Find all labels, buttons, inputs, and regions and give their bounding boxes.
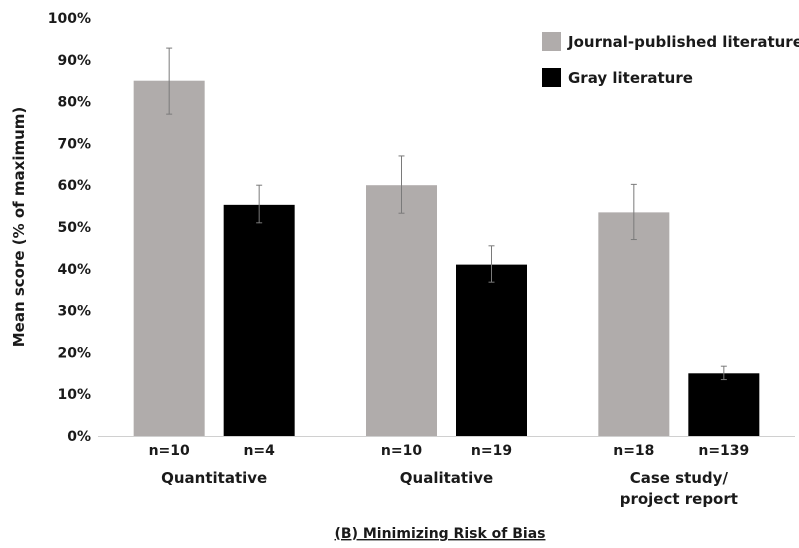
y-tick-label: 60% (57, 178, 91, 194)
bar-journal-2 (598, 212, 670, 436)
y-tick-label: 70% (57, 136, 91, 152)
n-label: n=4 (243, 443, 275, 459)
y-tick-label: 10% (57, 387, 91, 403)
y-tick-label: 100% (48, 11, 91, 27)
y-tick-label: 90% (57, 53, 91, 69)
n-label: n=139 (698, 443, 749, 459)
legend-label-gray: Gray literature (568, 69, 693, 87)
y-tick-label: 40% (57, 262, 91, 278)
y-tick-label: 80% (57, 95, 91, 111)
n-label: n=19 (471, 443, 512, 459)
bar-gray-1 (456, 264, 527, 436)
legend-label-journal: Journal-published literature (567, 33, 799, 51)
error-bars (166, 47, 727, 381)
bars (133, 80, 760, 436)
n-label: n=10 (149, 443, 190, 459)
category-label: Qualitative (400, 469, 493, 487)
legend-swatch-journal (542, 32, 561, 51)
y-tick-label: 20% (57, 345, 91, 361)
n-label: n=10 (381, 443, 422, 459)
bar-gray-2 (688, 373, 760, 436)
n-labels: n=10 n=4 n=10 n=19 n=18 n=139 (149, 443, 750, 459)
legend: Journal-published literature Gray litera… (542, 32, 799, 87)
y-tick-label: 50% (57, 220, 91, 236)
bar-gray-0 (223, 204, 295, 436)
category-label: project report (620, 490, 738, 508)
y-tick-label: 0% (67, 429, 91, 445)
category-labels: Quantitative Qualitative Case study/projec… (161, 469, 738, 508)
category-label: Quantitative (161, 469, 267, 487)
y-tick-label: 30% (57, 304, 91, 320)
y-axis-label: Mean score (% of maximum) (10, 107, 28, 348)
bar-journal-0 (133, 80, 205, 436)
category-label: Case study/ (630, 469, 729, 487)
y-axis-ticks: 0% 10% 20% 30% 40% 50% 60% 70% 80% 90% 100% (48, 11, 91, 445)
legend-swatch-gray (542, 68, 561, 87)
chart-caption: (B) Minimizing Risk of Bias (335, 526, 546, 542)
n-label: n=18 (613, 443, 654, 459)
bar-journal-1 (366, 185, 437, 436)
